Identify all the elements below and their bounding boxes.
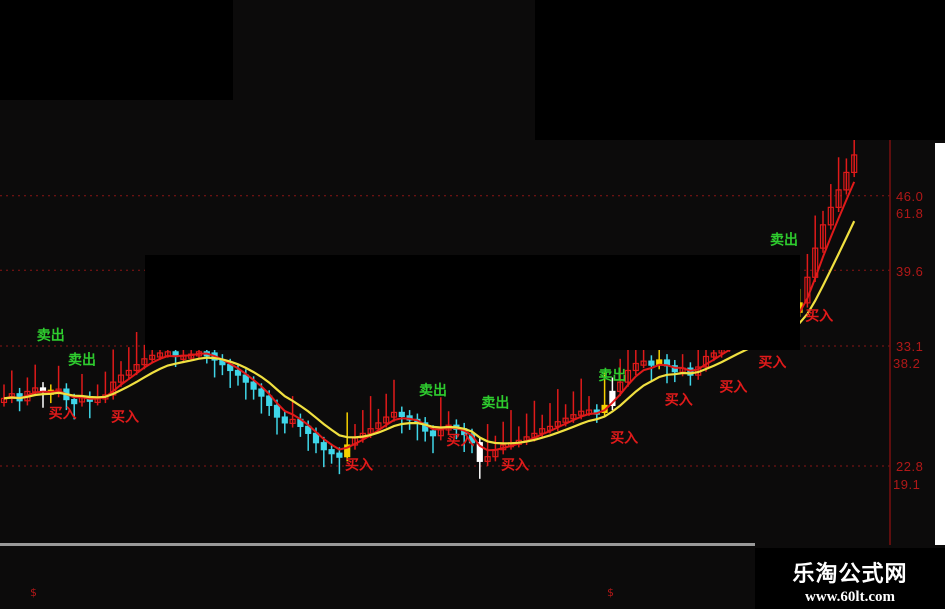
watermark-name: 乐淘公式网: [792, 562, 908, 587]
bottom-marker: $: [30, 586, 37, 599]
candle-body: [320, 442, 327, 451]
candle-body: [843, 171, 850, 191]
axis-fib-label: 19.1: [893, 477, 921, 492]
buy-signal-label: 买入: [610, 431, 638, 447]
right-panel-edge: [935, 143, 945, 545]
buy-signal-label: 买入: [665, 392, 693, 408]
redacted-area-middle: [145, 255, 800, 350]
candle-body: [398, 411, 405, 418]
candle-body: [234, 369, 242, 376]
candle-body: [281, 416, 288, 424]
candle-body: [383, 416, 390, 424]
candle-body: [141, 358, 148, 366]
axis-price-label: 33.1: [896, 339, 924, 354]
watermark: 乐淘公式网 www.60lt.com: [755, 548, 945, 609]
candle-body: [851, 154, 858, 174]
candle-body: [617, 381, 624, 393]
candle-body: [250, 381, 257, 390]
candle-body: [835, 189, 842, 208]
candle-body: [429, 430, 437, 437]
slow-average-line: [3, 220, 856, 445]
buy-signal-label: 买入: [49, 406, 77, 422]
buy-signal-label: 买入: [719, 379, 747, 395]
candle-body: [117, 374, 125, 383]
candle-body: [640, 360, 647, 366]
axis-price-label: 22.8: [896, 459, 924, 474]
candle-body: [578, 410, 585, 416]
candle-body: [289, 418, 296, 424]
axis-fib-label: 61.8: [896, 206, 924, 221]
candle-body: [827, 206, 834, 226]
candle-body: [819, 224, 827, 249]
buy-signal-label: 买入: [805, 308, 833, 324]
redacted-area-top-right: [535, 0, 945, 140]
candle-body: [125, 369, 132, 376]
redacted-area-top-left: [0, 0, 233, 100]
buy-signal-label: 买入: [501, 457, 529, 473]
candle-body: [476, 442, 483, 462]
candle-body: [562, 417, 569, 423]
candle-body: [0, 397, 8, 404]
axis-fib-label: 38.2: [893, 356, 921, 371]
candle-body: [149, 354, 156, 360]
buy-signal-label: 买入: [758, 355, 786, 371]
sell-signal-label: 卖出: [598, 367, 626, 384]
candle-body: [328, 449, 335, 455]
candle-body: [133, 364, 140, 372]
candle-body: [71, 398, 78, 405]
sell-signal-label: 卖出: [419, 382, 447, 399]
bottom-marker: $: [607, 586, 614, 599]
axis-price-label: 46.0: [896, 189, 924, 204]
candle-body: [266, 395, 273, 407]
sell-signal-label: 卖出: [770, 232, 798, 249]
candle-body: [484, 456, 491, 462]
buy-signal-label: 买入: [345, 457, 373, 473]
buy-signal-label: 买入: [111, 410, 139, 426]
candle-body: [710, 352, 717, 358]
buy-signal-label: 买入: [446, 433, 474, 449]
axis-price-label: 39.6: [896, 264, 924, 279]
watermark-url: www.60lt.com: [805, 589, 895, 605]
sell-signal-label: 卖出: [481, 395, 509, 412]
candle-body: [390, 411, 398, 418]
candle-body: [624, 369, 632, 383]
candle-body: [312, 432, 320, 444]
sell-signal-label: 卖出: [68, 352, 96, 369]
candle-body: [336, 452, 343, 458]
chart-bottom-divider[interactable]: [0, 543, 755, 546]
candle-body: [273, 404, 281, 418]
candle-body: [305, 425, 312, 434]
sell-signal-label: 卖出: [37, 327, 65, 344]
candle-body: [367, 428, 374, 434]
candle-body: [632, 362, 639, 372]
candle-body: [609, 390, 616, 407]
candle-body: [375, 422, 382, 430]
candle-body: [156, 352, 164, 358]
candle-body: [344, 444, 351, 458]
candle-body: [648, 360, 655, 366]
candle-body: [570, 414, 577, 420]
candle-body: [258, 388, 265, 397]
